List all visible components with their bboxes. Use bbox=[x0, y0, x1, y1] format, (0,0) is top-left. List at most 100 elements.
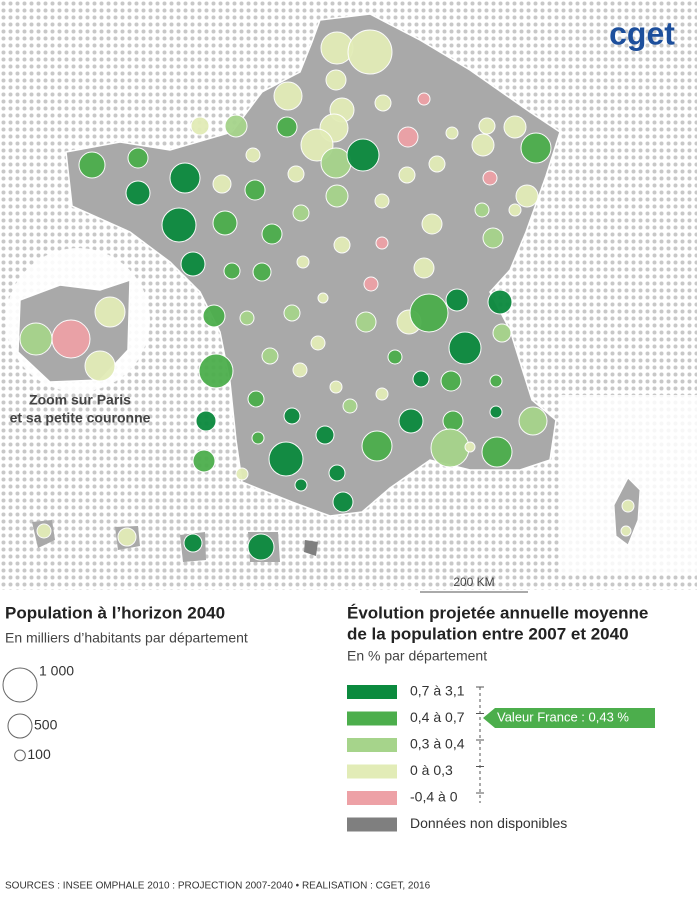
department-bubble bbox=[328, 464, 346, 482]
size-legend-label: 100 bbox=[27, 746, 51, 762]
department-bubble bbox=[412, 370, 430, 388]
department-bubble bbox=[261, 223, 283, 245]
department-bubble bbox=[190, 116, 210, 136]
department-bubble bbox=[223, 262, 241, 280]
size-legend-circle bbox=[14, 749, 26, 762]
department-bubble bbox=[292, 204, 310, 222]
department-bubble bbox=[117, 527, 137, 547]
department-bubble bbox=[125, 180, 151, 206]
department-bubble bbox=[202, 304, 226, 328]
department-bubble bbox=[333, 236, 351, 254]
department-bubble bbox=[482, 227, 504, 249]
department-bubble bbox=[235, 467, 249, 481]
department-bubble bbox=[361, 430, 393, 462]
department-bubble bbox=[398, 408, 424, 434]
department-bubble bbox=[127, 147, 149, 169]
department-bubble bbox=[292, 362, 308, 378]
department-bubble bbox=[283, 304, 301, 322]
department-bubble bbox=[621, 499, 635, 513]
department-bubble bbox=[487, 289, 513, 315]
department-bubble bbox=[374, 193, 390, 209]
department-bubble bbox=[346, 138, 380, 172]
class-swatch bbox=[347, 791, 397, 805]
department-bubble bbox=[78, 151, 106, 179]
national-value: Valeur France : 0,43 % bbox=[497, 709, 629, 724]
department-bubble bbox=[474, 202, 490, 218]
department-bubble bbox=[355, 311, 377, 333]
department-bubble bbox=[320, 147, 352, 179]
france-mainland bbox=[65, 13, 561, 517]
class-swatch bbox=[347, 817, 397, 832]
department-bubble bbox=[169, 162, 201, 194]
logo: cget bbox=[609, 15, 675, 51]
department-bubble bbox=[273, 81, 303, 111]
department-bubble bbox=[409, 293, 449, 333]
department-bubble bbox=[445, 126, 459, 140]
department-bubble bbox=[51, 319, 91, 359]
overseas-5 bbox=[304, 540, 318, 556]
department-bubble bbox=[310, 335, 326, 351]
class-swatch bbox=[347, 738, 397, 752]
legend-color-subtitle: En % par département bbox=[347, 648, 487, 664]
department-bubble bbox=[224, 114, 248, 138]
department-bubble bbox=[481, 436, 513, 468]
class-label: -0,4 à 0 bbox=[410, 789, 458, 805]
department-bubble bbox=[428, 155, 446, 173]
class-label: Données non disponibles bbox=[410, 815, 567, 831]
department-bubble bbox=[421, 213, 443, 235]
legend-size-subtitle: En milliers d’habitants par département bbox=[5, 630, 248, 646]
department-bubble bbox=[161, 207, 197, 243]
zoom-label: et sa petite couronne bbox=[10, 410, 151, 426]
department-bubble bbox=[329, 380, 343, 394]
department-bubble bbox=[397, 126, 419, 148]
department-bubble bbox=[430, 428, 470, 468]
size-legend-label: 500 bbox=[34, 717, 58, 733]
department-bubble bbox=[332, 491, 354, 513]
class-label: 0,4 à 0,7 bbox=[410, 709, 465, 725]
department-bubble bbox=[363, 276, 379, 292]
size-legend-label: 1 000 bbox=[39, 663, 74, 679]
department-bubble bbox=[375, 387, 389, 401]
legend-size-title: Population à l’horizon 2040 bbox=[5, 603, 225, 622]
department-bubble bbox=[251, 431, 265, 445]
department-bubble bbox=[296, 255, 310, 269]
class-swatch bbox=[347, 764, 397, 779]
department-bubble bbox=[244, 179, 266, 201]
department-bubble bbox=[375, 236, 389, 250]
department-bubble bbox=[36, 523, 52, 539]
department-bubble bbox=[489, 374, 503, 388]
department-bubble bbox=[417, 92, 431, 106]
department-bubble bbox=[492, 323, 512, 343]
department-bubble bbox=[198, 353, 234, 389]
national-badge bbox=[483, 708, 655, 728]
size-legend-circle bbox=[2, 667, 38, 703]
size-legend-circle bbox=[7, 713, 33, 739]
department-bubble bbox=[325, 184, 349, 208]
department-bubble bbox=[94, 296, 126, 328]
department-bubble bbox=[413, 257, 435, 279]
department-bubble bbox=[398, 166, 416, 184]
class-label: 0 à 0,3 bbox=[410, 762, 453, 778]
department-bubble bbox=[294, 478, 308, 492]
department-bubble bbox=[508, 203, 522, 217]
department-bubble bbox=[247, 390, 265, 408]
department-bubble bbox=[445, 288, 469, 312]
department-bubble bbox=[192, 449, 216, 473]
department-bubble bbox=[247, 533, 275, 561]
department-bubble bbox=[84, 350, 116, 382]
class-label: 0,3 à 0,4 bbox=[410, 736, 465, 752]
department-bubble bbox=[520, 132, 552, 164]
class-swatch bbox=[347, 685, 397, 699]
zoom-label: Zoom sur Paris bbox=[29, 392, 131, 408]
department-bubble bbox=[276, 116, 298, 138]
department-bubble bbox=[268, 441, 304, 477]
class-swatch bbox=[347, 711, 397, 726]
department-bubble bbox=[252, 262, 272, 282]
department-bubble bbox=[287, 165, 305, 183]
department-bubble bbox=[440, 370, 462, 392]
department-bubble bbox=[212, 210, 238, 236]
department-bubble bbox=[482, 170, 498, 186]
department-bubble bbox=[387, 349, 403, 365]
department-bubble bbox=[261, 347, 279, 365]
